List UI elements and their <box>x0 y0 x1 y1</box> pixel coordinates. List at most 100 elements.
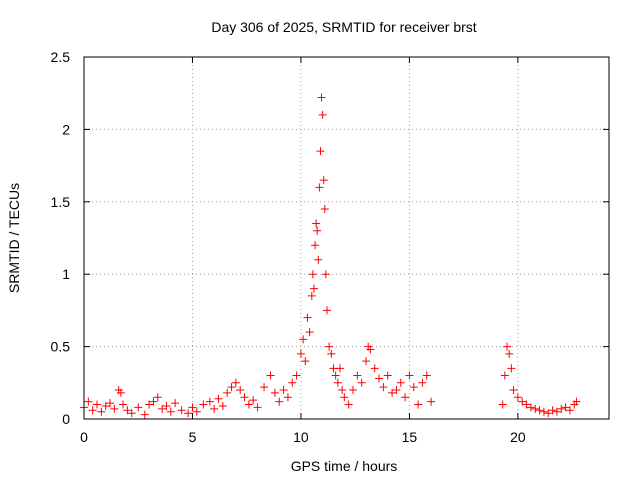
y-tick-label: 2 <box>62 121 70 137</box>
data-point <box>307 291 316 300</box>
data-point <box>353 371 362 380</box>
data-point <box>218 401 227 410</box>
data-point <box>344 400 353 409</box>
data-point <box>565 406 574 415</box>
data-point <box>309 284 318 293</box>
data-point <box>315 183 324 192</box>
data-point <box>544 409 553 418</box>
data-point <box>296 349 305 358</box>
data-point <box>414 400 423 409</box>
data-point <box>301 357 310 366</box>
data-point <box>522 400 531 409</box>
data-point <box>340 393 349 402</box>
data-point <box>253 403 262 412</box>
data-point <box>518 397 527 406</box>
data-point <box>270 388 279 397</box>
data-point <box>572 397 581 406</box>
data-point <box>509 386 518 395</box>
data-point <box>338 386 347 395</box>
data-point <box>288 378 297 387</box>
chart-title: Day 306 of 2025, SRMTID for receiver brs… <box>211 19 476 35</box>
data-point <box>311 241 320 250</box>
data-point <box>153 393 162 402</box>
data-point <box>327 349 336 358</box>
data-point <box>145 400 154 409</box>
data-point <box>388 388 397 397</box>
data-point <box>244 400 253 409</box>
data-point <box>127 409 136 418</box>
data-point <box>279 386 288 395</box>
data-point <box>231 378 240 387</box>
y-tick-label: 2.5 <box>51 49 71 65</box>
data-point <box>539 407 548 416</box>
x-tick-label: 10 <box>293 429 309 445</box>
data-point <box>379 383 388 392</box>
data-points <box>80 93 581 419</box>
data-point <box>325 342 334 351</box>
data-point <box>314 255 323 264</box>
data-point <box>260 383 269 392</box>
data-point <box>333 378 342 387</box>
y-tick-label: 1.5 <box>51 194 71 210</box>
data-point <box>184 409 193 418</box>
data-point <box>503 342 512 351</box>
data-point <box>292 371 301 380</box>
data-point <box>418 378 427 387</box>
data-point <box>166 407 175 416</box>
data-point <box>548 406 557 415</box>
data-point <box>531 404 540 413</box>
x-tick-label: 0 <box>80 429 88 445</box>
data-point <box>275 397 284 406</box>
x-tick-label: 20 <box>510 429 526 445</box>
data-point <box>513 393 522 402</box>
y-tick-label: 0.5 <box>51 339 71 355</box>
data-point <box>375 374 384 383</box>
data-point <box>505 349 514 358</box>
data-point <box>101 401 110 410</box>
data-point <box>266 371 275 380</box>
x-axis-label: GPS time / hours <box>291 458 398 474</box>
x-tick-label: 5 <box>189 429 197 445</box>
data-point <box>409 383 418 392</box>
data-point <box>498 400 507 409</box>
data-point <box>110 404 119 413</box>
data-point <box>427 397 436 406</box>
data-point <box>303 313 312 322</box>
data-point <box>370 364 379 373</box>
axis-ticks: 0 5 10 15 20 0 0.5 1 1.5 2 2.5 <box>51 49 609 445</box>
data-point <box>422 371 431 380</box>
data-point <box>205 397 214 406</box>
data-point <box>557 404 566 413</box>
data-point <box>552 407 561 416</box>
data-point <box>283 393 292 402</box>
data-point <box>317 93 326 102</box>
data-point <box>305 328 314 337</box>
data-point <box>223 388 232 397</box>
data-point <box>331 371 340 380</box>
data-point <box>227 383 236 392</box>
data-point <box>312 219 321 228</box>
data-point <box>319 176 328 185</box>
data-point <box>561 403 570 412</box>
data-point <box>405 371 414 380</box>
data-point <box>123 406 132 415</box>
data-point <box>249 396 258 405</box>
data-point <box>210 404 219 413</box>
grid-lines <box>84 57 609 419</box>
data-point <box>240 393 249 402</box>
data-point <box>308 270 317 279</box>
data-point <box>335 364 344 373</box>
data-point <box>366 345 375 354</box>
data-point <box>392 386 401 395</box>
data-point <box>171 399 180 408</box>
data-point <box>383 371 392 380</box>
data-point <box>119 400 128 409</box>
data-point <box>162 401 171 410</box>
data-point <box>84 397 93 406</box>
data-point <box>535 406 544 415</box>
data-point <box>116 388 125 397</box>
data-point <box>362 357 371 366</box>
data-point <box>177 406 186 415</box>
data-point <box>93 400 102 409</box>
